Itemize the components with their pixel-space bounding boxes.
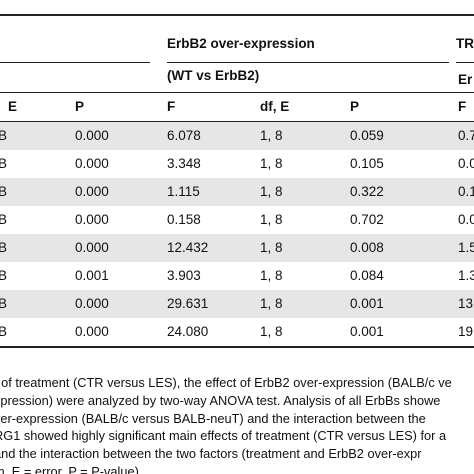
table-cell: 1, 8	[260, 324, 283, 339]
table-cell: B	[0, 156, 8, 171]
table-cell: 0.1	[458, 184, 474, 199]
caption-line: RG1 showed highly significant main effec…	[0, 428, 447, 444]
caption-line: ver-expression (BALB/c versus BALB-neuT)…	[0, 410, 426, 426]
table-cell: 1, 8	[260, 184, 283, 199]
group-header-erbb2: ErbB2 over-expression	[167, 36, 315, 51]
table-cell: 0.000	[75, 128, 109, 143]
table-cell: 0.008	[350, 240, 384, 255]
column-header-bottom-rule	[0, 121, 474, 122]
table-top-rule	[0, 14, 474, 16]
table-cell: 6.078	[167, 128, 201, 143]
table-cell: 0.001	[75, 268, 109, 283]
column-header-e: E	[8, 99, 18, 114]
table-cell: 0.000	[75, 324, 109, 339]
table-cell: 0.322	[350, 184, 384, 199]
table-row: B 0.000 29.631 1, 8 0.001 13.	[0, 290, 474, 318]
table-cell: B	[0, 184, 8, 199]
table-cell: 0.105	[350, 156, 384, 171]
table-row: B 0.000 0.158 1, 8 0.702 0.0	[0, 206, 474, 234]
table-cell: 3.903	[167, 268, 201, 283]
column-header-p-erbb2: P	[350, 99, 360, 114]
table-cell: 0.000	[75, 156, 109, 171]
table-cell: 0.000	[75, 212, 109, 227]
table-cell: 1, 8	[260, 268, 283, 283]
table-cell: 0.001	[350, 324, 384, 339]
column-header-df-e: df, E	[260, 99, 290, 114]
table-cell: 0.000	[75, 240, 109, 255]
column-header-top-rule	[0, 92, 474, 93]
table-cell: 1.115	[167, 184, 200, 199]
table-cell: 29.631	[167, 296, 209, 311]
table-cell: 1, 8	[260, 156, 283, 171]
table-cell: 13.	[458, 296, 474, 311]
column-header-p: P	[75, 99, 85, 114]
caption-line: xpression) were analyzed by two-way ANOV…	[0, 392, 441, 408]
table-cell: 1.5	[458, 240, 474, 255]
table-cell: 1, 8	[260, 296, 283, 311]
table-cell: 0.000	[75, 296, 109, 311]
table-cell: 1, 8	[260, 240, 283, 255]
table-row: B 0.001 3.903 1, 8 0.084 1.3	[0, 262, 474, 290]
table-row: B 0.000 6.078 1, 8 0.059 0.7	[0, 122, 474, 150]
table-cell: 0.084	[350, 268, 384, 283]
table-cell: 0.702	[350, 212, 384, 227]
column-header-f-tr: F	[458, 99, 467, 114]
table-row: B 0.000 12.432 1, 8 0.008 1.5	[0, 234, 474, 262]
table-cell: B	[0, 212, 8, 227]
table-cell: 12.432	[167, 240, 209, 255]
table-cell: 0.158	[167, 212, 201, 227]
group-header-rule-erbb2	[167, 62, 449, 63]
column-header-f: F	[167, 99, 176, 114]
table-cell: 0.7	[458, 128, 474, 143]
group-header-tr: TR	[456, 36, 474, 51]
table-cell: 1, 8	[260, 212, 283, 227]
table-cell: 0.000	[75, 184, 109, 199]
table-cell: B	[0, 324, 8, 339]
caption-line: t of treatment (CTR versus LES), the eff…	[0, 375, 452, 390]
caption-line: m, E = error, P = P-value).	[0, 463, 143, 474]
table-cell: B	[0, 240, 8, 255]
caption-line: and the interaction between the two fact…	[0, 446, 422, 462]
table-cell: 0.0	[458, 156, 474, 171]
table-row: B 0.000 1.115 1, 8 0.322 0.1	[0, 178, 474, 206]
table-cell: 3.348	[167, 156, 201, 171]
table-cell: B	[0, 128, 8, 143]
table-bottom-rule	[0, 346, 474, 348]
table-cell: B	[0, 296, 8, 311]
table-row: B 0.000 3.348 1, 8 0.105 0.0	[0, 150, 474, 178]
table-cell: 19.	[458, 324, 474, 339]
table-row: B 0.000 24.080 1, 8 0.001 19.	[0, 318, 474, 346]
group-header-rule-left	[0, 62, 150, 63]
group-subheader-erbb2: (WT vs ErbB2)	[167, 68, 260, 83]
table-cell: 1.3	[458, 268, 474, 283]
table-cell: 0.0	[458, 212, 474, 227]
table-caption: t of treatment (CTR versus LES), the eff…	[0, 374, 474, 474]
group-subheader-tr: Er	[458, 72, 473, 87]
table-cell: 0.059	[350, 128, 384, 143]
table-cell: 0.001	[350, 296, 384, 311]
table-cell: B	[0, 268, 8, 283]
group-header-rule-tr	[456, 62, 474, 63]
table-cell: 1, 8	[260, 128, 283, 143]
table-cell: 24.080	[167, 324, 209, 339]
